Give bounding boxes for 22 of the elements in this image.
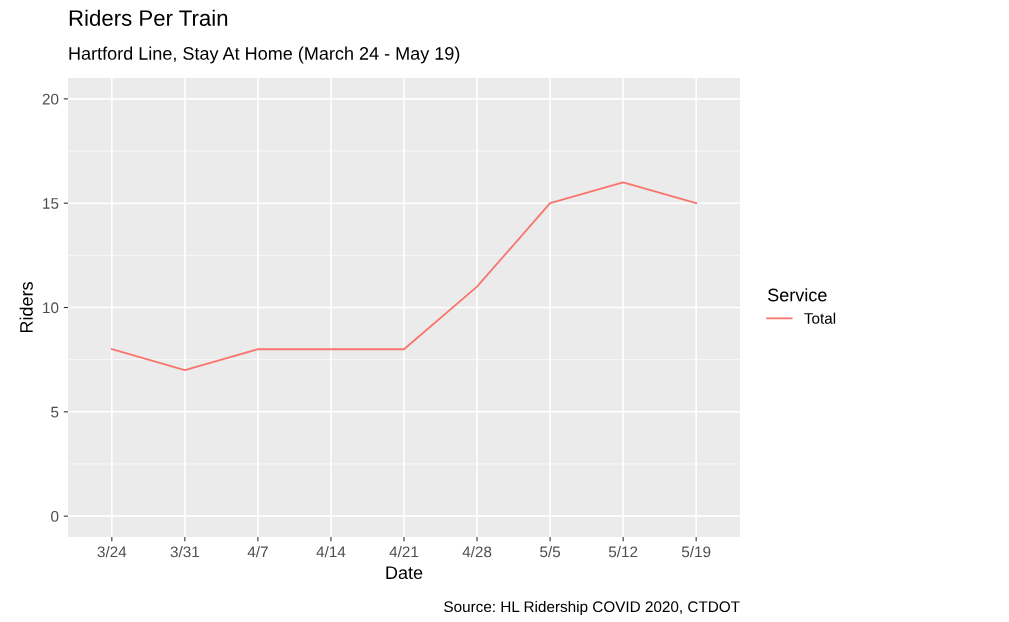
y-tick-label: 20 [42,93,59,105]
x-tick-label: 4/28 [462,546,492,558]
x-tick-label: 3/24 [97,546,127,558]
y-tick-label: 15 [43,198,59,209]
x-tick-label: 4/7 [247,546,268,558]
chart-title: Riders Per Train [69,9,228,26]
y-axis-title: Riders [19,282,33,333]
x-tick-label: 5/12 [608,546,638,558]
y-tick-label: 10 [43,302,59,314]
x-tick-label: 3/31 [170,546,199,558]
chart-subtitle: Hartford Line, Stay At Home (March 24 - May 19) [69,46,460,64]
x-tick-label: 4/21 [389,546,419,558]
source-note: Source: HL Ridership COVID 2020, CTDOT [444,600,740,616]
x-tick-label: 5/5 [540,546,561,558]
y-tick-label: 5 [51,406,59,418]
y-tick-label: 0 [51,511,59,522]
x-axis-title: Date [386,566,423,580]
legend-label: Total [804,312,836,324]
legend-title: Service [768,288,827,302]
line-series [110,181,698,371]
x-tick-label: 5/19 [681,546,711,558]
x-tick-label: 4/14 [316,546,346,558]
